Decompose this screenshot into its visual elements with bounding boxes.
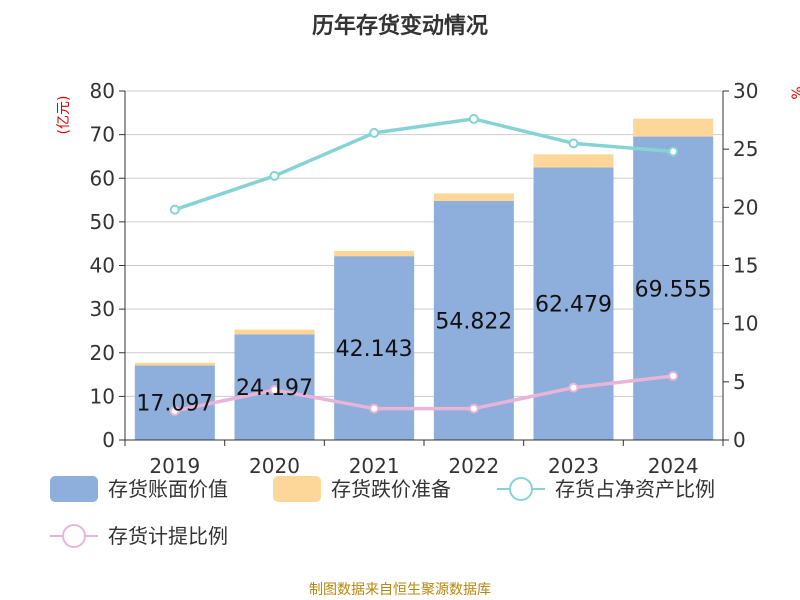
legend-label: 存货占净资产比例 <box>555 477 715 501</box>
data-labels: 17.097 24.197 42.143 54.822 62.479 69.555 <box>136 277 711 416</box>
x-tick-label: 2023 <box>548 454 599 478</box>
point-ratio-net-assets <box>269 170 280 181</box>
bar-impairment <box>433 193 514 201</box>
point-ratio-net-assets <box>369 127 380 138</box>
bar-value-label: 54.822 <box>435 309 512 334</box>
bar-value-label: 24.197 <box>236 376 313 401</box>
bar-book-value <box>134 365 215 440</box>
point-provision-ratio <box>668 371 679 382</box>
right-tick-label: 20 <box>733 195 758 219</box>
x-tick-label: 2020 <box>249 454 300 478</box>
left-tick-label: 10 <box>90 384 115 408</box>
source-note: 制图数据来自恒生聚源数据库 <box>309 582 491 598</box>
left-tick-label: 80 <box>90 79 115 103</box>
point-provision-ratio <box>369 403 380 414</box>
point-ratio-net-assets <box>568 138 579 149</box>
point-provision-ratio <box>468 403 479 414</box>
line-series <box>169 113 679 416</box>
axes: 0 10 20 30 40 50 60 70 80 0 5 10 15 20 25 30 2019 2020 202… <box>90 79 759 478</box>
left-tick-label: 60 <box>90 166 115 190</box>
bar-value-label: 42.143 <box>336 337 413 362</box>
bar-impairment <box>134 362 215 366</box>
legend-marker-ratio-net-assets <box>509 477 533 501</box>
x-tick-label: 2021 <box>349 454 400 478</box>
line-provision-ratio <box>174 374 674 413</box>
bar-impairment <box>234 329 315 335</box>
legend-label: 存货账面价值 <box>108 477 228 501</box>
right-tick-label: 15 <box>733 254 758 278</box>
bar-value-label: 69.555 <box>635 277 712 302</box>
bar-book-value <box>433 200 514 440</box>
line-ratio-net-assets <box>174 117 674 212</box>
bar-value-label: 62.479 <box>535 293 612 318</box>
left-tick-label: 0 <box>102 428 115 452</box>
left-tick-label: 70 <box>90 123 115 147</box>
chart-title: 历年存货变动情况 <box>312 13 488 39</box>
point-ratio-net-assets <box>169 204 180 215</box>
left-tick-label: 30 <box>90 297 115 321</box>
right-axis-title: % <box>790 86 800 99</box>
point-ratio-net-assets <box>468 113 479 124</box>
right-tick-label: 10 <box>733 312 758 336</box>
left-tick-label: 20 <box>90 341 115 365</box>
bar-impairment <box>533 154 614 168</box>
bar-value-label: 17.097 <box>136 392 213 417</box>
right-tick-label: 25 <box>733 137 758 161</box>
legend-swatch-impairment <box>273 476 321 502</box>
right-tick-label: 5 <box>733 370 746 394</box>
point-provision-ratio <box>169 405 180 416</box>
x-tick-label: 2019 <box>149 454 200 478</box>
bar-impairment <box>334 250 415 257</box>
bar-impairment <box>633 118 714 137</box>
left-tick-label: 40 <box>90 254 115 278</box>
legend-label: 存货跌价准备 <box>331 477 451 501</box>
right-tick-label: 0 <box>733 428 746 452</box>
x-tick-label: 2022 <box>448 454 499 478</box>
bar-series <box>134 118 714 440</box>
left-tick-label: 50 <box>90 210 115 234</box>
bar-book-value <box>633 136 714 440</box>
right-tick-label: 30 <box>733 79 758 103</box>
point-provision-ratio <box>568 382 579 393</box>
left-axis-title: (亿元) <box>56 96 72 135</box>
point-ratio-net-assets <box>668 146 679 157</box>
legend-label: 存货计提比例 <box>108 524 228 548</box>
grid-lines <box>125 90 723 397</box>
point-provision-ratio <box>269 384 280 395</box>
legend-swatch-book-value <box>50 476 98 502</box>
x-tick-label: 2024 <box>648 454 699 478</box>
legend-marker-provision-ratio <box>62 524 86 548</box>
